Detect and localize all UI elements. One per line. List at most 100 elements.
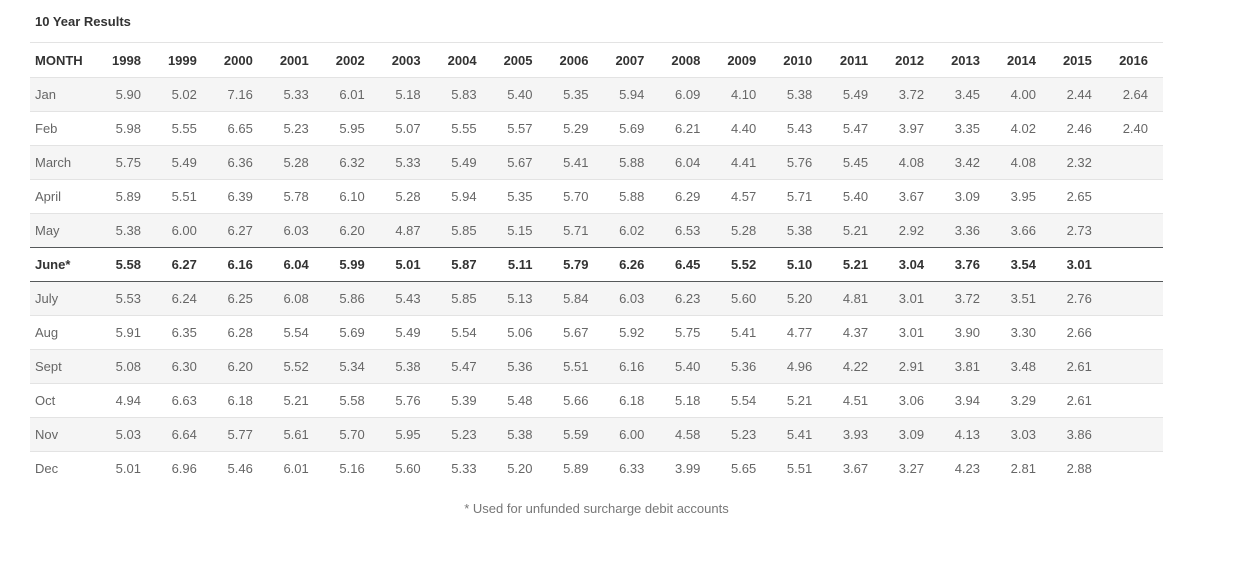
value-cell: 5.89 (115, 189, 141, 204)
value-cell: 5.33 (451, 461, 477, 477)
month-cell: July (35, 291, 59, 306)
column-header-year: 2014 (1007, 52, 1036, 68)
value-cell: 5.66 (563, 393, 589, 408)
value-cell: 3.06 (898, 393, 925, 408)
value-cell: 5.49 (171, 155, 197, 170)
value-cell: 6.21 (675, 121, 701, 136)
value-cell: 4.51 (842, 393, 869, 408)
value-cell: 5.06 (507, 325, 533, 340)
value-cell: 4.57 (730, 189, 757, 204)
value-cell: 5.10 (771, 247, 828, 282)
value-cell: 2.66 (1066, 325, 1092, 340)
value-cell: 3.03 (1010, 427, 1036, 442)
table-header: MONTH 1998 1999 2000 2001 2002 2003 2004 2005 200… (30, 42, 1163, 78)
value-cell: 6.23 (675, 291, 701, 306)
month-cell: Oct (35, 393, 56, 408)
value-cell: 3.54 (995, 247, 1051, 282)
column-header-year: 2001 (279, 52, 309, 68)
value-cell: 5.77 (227, 427, 253, 442)
value-cell: 3.81 (954, 359, 980, 374)
value-cell: 5.69 (339, 325, 365, 340)
value-cell: 3.42 (954, 155, 980, 170)
value-cell: 6.53 (675, 223, 701, 238)
value-cell: 5.51 (563, 359, 589, 374)
value-cell: 3.36 (954, 223, 980, 238)
value-cell: 5.23 (730, 427, 757, 442)
value-cell: 5.23 (451, 427, 477, 442)
column-header-year: 2006 (559, 52, 589, 68)
value-cell: 5.52 (283, 359, 309, 374)
value-cell: 5.40 (675, 359, 701, 374)
column-header-year: 2015 (1062, 52, 1092, 68)
value-cell: 5.58 (100, 247, 156, 282)
value-cell: 2.44 (1066, 87, 1092, 102)
table-row: Sept 5.08 6.30 6.20 5.52 5.34 5.38 5.47 5.36 5.51… (30, 349, 1163, 384)
column-header-year: 2013 (951, 52, 980, 68)
value-cell: 5.87 (435, 247, 492, 282)
value-cell: 5.46 (227, 461, 253, 477)
value-cell: 5.11 (491, 247, 548, 282)
value-cell: 5.94 (619, 87, 645, 102)
column-header-year: 2008 (671, 52, 701, 68)
value-cell: 6.01 (283, 461, 309, 477)
value-cell: 6.04 (675, 155, 701, 170)
value-cell: 5.35 (507, 189, 533, 204)
value-cell: 5.28 (395, 189, 421, 204)
value-cell: 5.49 (395, 325, 421, 340)
value-cell: 4.08 (1010, 155, 1036, 170)
month-cell: Feb (35, 121, 58, 136)
table-row: Feb 5.98 5.55 6.65 5.23 5.95 5.07 5.55 5.57 5.29 5… (30, 112, 1163, 146)
value-cell: 5.57 (507, 121, 533, 136)
value-cell: 2.65 (1066, 189, 1092, 204)
value-cell (1107, 452, 1163, 486)
value-cell: 6.03 (283, 223, 309, 238)
value-cell: 6.09 (675, 87, 701, 102)
month-cell: Aug (35, 325, 59, 340)
month-cell: Dec (35, 461, 59, 477)
value-cell: 5.49 (451, 155, 477, 170)
value-cell: 5.45 (842, 155, 869, 170)
value-cell: 2.73 (1066, 223, 1092, 238)
value-cell (1107, 350, 1163, 384)
value-cell: 5.88 (619, 189, 645, 204)
table-header-row: MONTH 1998 1999 2000 2001 2002 2003 2004 2005 200… (30, 42, 1163, 78)
value-cell: 5.88 (619, 155, 645, 170)
value-cell: 6.35 (171, 325, 197, 340)
value-cell: 5.21 (827, 247, 884, 282)
month-cell: June* (30, 247, 100, 282)
value-cell: 6.18 (227, 393, 253, 408)
value-cell: 3.90 (954, 325, 980, 340)
value-cell: 5.86 (339, 291, 365, 306)
value-cell: 5.16 (339, 461, 365, 477)
value-cell: 5.34 (339, 359, 365, 374)
month-cell: Nov (35, 427, 59, 442)
value-cell: 6.32 (339, 155, 365, 170)
value-cell: 6.25 (227, 291, 253, 306)
value-cell: 5.38 (786, 223, 813, 238)
value-cell: 5.89 (563, 461, 589, 477)
value-cell: 2.46 (1066, 121, 1092, 136)
value-cell (1107, 282, 1163, 316)
value-cell: 5.60 (730, 291, 757, 306)
month-cell: Sept (35, 359, 62, 374)
value-cell: 5.58 (339, 393, 365, 408)
value-cell: 5.41 (730, 325, 757, 340)
value-cell: 6.20 (227, 359, 253, 374)
table-row: May 5.38 6.00 6.27 6.03 6.20 4.87 5.85 5.15 5.71 6… (30, 213, 1163, 248)
value-cell: 4.41 (730, 155, 757, 170)
table-row: March 5.75 5.49 6.36 5.28 6.32 5.33 5.49 5.67 5.4… (30, 145, 1163, 180)
value-cell: 5.47 (451, 359, 477, 374)
value-cell: 5.18 (395, 87, 421, 102)
value-cell: 5.21 (842, 223, 869, 238)
value-cell: 5.84 (563, 291, 589, 306)
value-cell: 6.00 (619, 427, 645, 442)
value-cell: 5.38 (507, 427, 533, 442)
value-cell: 5.71 (786, 189, 813, 204)
table-body: Jan 5.90 5.02 7.16 5.33 6.01 5.18 5.83 5.40 5.35 5… (30, 77, 1163, 486)
value-cell: 5.70 (339, 427, 365, 442)
value-cell: 6.26 (603, 247, 660, 282)
value-cell: 5.53 (115, 291, 141, 306)
column-header-year: 2007 (615, 52, 645, 68)
value-cell: 6.00 (171, 223, 197, 238)
